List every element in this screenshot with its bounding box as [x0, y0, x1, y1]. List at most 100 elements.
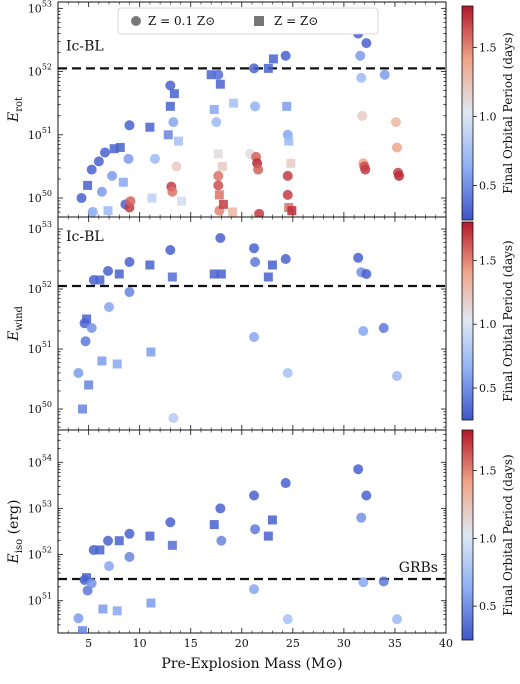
data-point-circle	[96, 186, 107, 197]
data-point-circle	[124, 551, 135, 562]
data-point-circle	[103, 535, 114, 546]
data-point-circle	[282, 368, 293, 378]
data-point-circle	[107, 170, 118, 181]
data-point-square	[167, 272, 177, 282]
y-axis-label-sub: rot	[14, 97, 25, 112]
data-point-circle	[391, 614, 402, 625]
data-point-square	[109, 144, 119, 154]
data-point-square	[228, 207, 238, 217]
data-point-circle	[73, 613, 84, 624]
y-tick-exponent: 53	[42, 0, 52, 8]
y-tick-label: 1051	[28, 592, 52, 608]
data-point-circle	[86, 164, 97, 175]
data-point-circle	[168, 413, 179, 423]
data-point-circle	[211, 117, 222, 128]
points-group	[73, 464, 402, 633]
y-tick-exponent: 51	[42, 126, 52, 135]
data-point-square	[78, 626, 88, 633]
data-point-circle	[124, 287, 135, 297]
y-tick-label: 1050	[28, 400, 52, 416]
data-point-circle	[282, 170, 293, 181]
y-tick-exponent: 51	[42, 592, 52, 601]
y-tick-label: 1054	[28, 453, 52, 469]
data-point-square	[177, 196, 187, 206]
colorbar-tick-label: 1.5	[479, 41, 497, 54]
data-point-square	[163, 130, 173, 140]
data-point-circle	[249, 63, 260, 74]
data-point-circle	[125, 196, 136, 207]
threshold-label: Ic-BL	[66, 229, 104, 245]
data-point-square	[206, 70, 216, 80]
data-point-square	[112, 606, 122, 616]
data-point-circle	[253, 164, 264, 175]
data-point-square	[169, 89, 179, 99]
data-point-circle	[249, 243, 260, 254]
threshold-label: GRBs	[399, 560, 438, 576]
data-point-circle	[124, 120, 135, 131]
data-point-circle	[215, 503, 226, 514]
data-point-circle	[280, 478, 291, 489]
data-point-square	[263, 272, 273, 282]
y-tick-label: 1051	[28, 126, 52, 142]
y-tick-label: 1052	[28, 63, 52, 79]
y-tick-label: 1053	[28, 220, 52, 236]
data-point-circle	[361, 490, 372, 501]
data-point-square	[282, 101, 292, 111]
colorbar-tick-label: 1.5	[479, 465, 497, 478]
y-axis-label-main: E	[6, 112, 22, 123]
y-axis-label-sub: wind	[14, 305, 25, 330]
data-point-circle	[150, 153, 160, 164]
data-point-circle	[250, 101, 261, 112]
y-tick-exponent: 54	[42, 453, 52, 462]
data-point-circle	[355, 50, 366, 61]
x-tick-label: 40	[439, 637, 453, 650]
data-point-square	[97, 356, 107, 366]
data-point-square	[209, 269, 219, 279]
y-axis-label: Erot	[6, 97, 25, 123]
data-point-square	[114, 269, 124, 279]
points-group	[73, 233, 402, 423]
threshold-label: Ic-BL	[66, 38, 104, 54]
y-tick-label: 1052	[28, 546, 52, 562]
y-tick-exponent: 51	[42, 340, 52, 349]
data-point-square	[263, 531, 273, 541]
x-tick-label: 10	[133, 637, 147, 650]
data-point-circle	[282, 614, 293, 625]
data-point-circle	[357, 110, 368, 121]
data-point-square	[78, 404, 88, 414]
y-axis-label-main: E	[6, 553, 22, 564]
data-point-square	[267, 260, 277, 270]
data-point-circle	[86, 323, 97, 333]
panel-2: 1050 1051 1052 1053 Ic-BL Ewind	[6, 216, 447, 431]
data-point-square	[218, 199, 228, 209]
data-point-circle	[80, 336, 91, 347]
data-point-circle	[215, 233, 226, 243]
data-point-circle	[361, 269, 372, 279]
data-point-circle	[216, 535, 227, 546]
data-point-square	[267, 515, 277, 525]
data-point-square	[115, 142, 125, 152]
data-point-circle	[391, 142, 402, 153]
colorbar-tick-label: 1.0	[479, 318, 497, 331]
data-point-square	[286, 158, 296, 168]
data-point-circle	[353, 464, 364, 475]
y-tick-exponent: 52	[42, 546, 52, 555]
data-point-square	[214, 190, 224, 200]
data-point-circle	[165, 245, 176, 255]
colorbar-gradient	[461, 221, 474, 421]
legend-label-square: Z = Z⊙	[274, 14, 318, 28]
data-point-circle	[167, 186, 178, 197]
data-point-square	[114, 536, 124, 546]
colorbar-tick-label: 1.0	[479, 532, 497, 545]
data-point-circle	[73, 368, 84, 378]
data-point-circle	[391, 371, 402, 381]
data-point-circle	[282, 189, 293, 200]
colorbar-3: 0.5 1.0 1.5 Final Orbital Period (days)	[461, 429, 515, 641]
y-tick-exponent: 50	[42, 400, 52, 409]
data-point-circle	[76, 193, 87, 204]
data-point-square	[173, 136, 183, 146]
data-point-circle	[104, 561, 115, 572]
data-point-circle	[165, 80, 176, 91]
data-point-square	[209, 520, 219, 530]
